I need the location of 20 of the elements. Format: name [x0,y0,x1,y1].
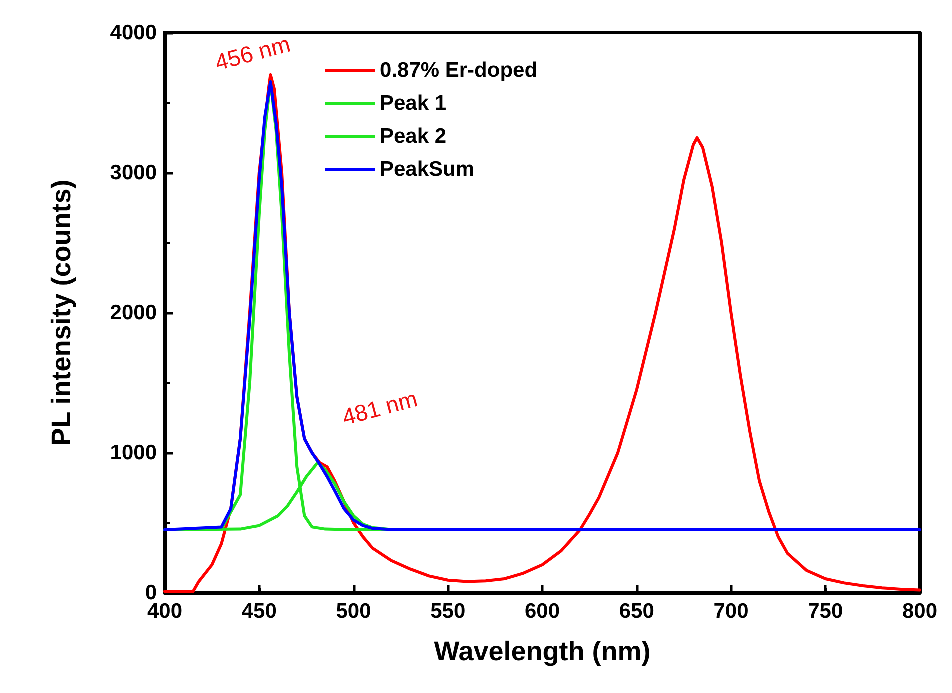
x-tick-label: 500 [336,600,372,623]
x-axis-title: Wavelength (nm) [434,636,651,666]
legend-label: 0.87% Er-doped [380,59,538,82]
x-tick-label: 600 [524,600,560,623]
y-tick-label: 1000 [110,442,157,464]
x-tick-label: 700 [714,600,749,623]
x-tick-label: 750 [808,600,844,623]
y-tick-label: 2000 [110,302,157,324]
y-axis-title: PL intensity (counts) [46,180,76,446]
x-tick-label: 550 [430,600,466,623]
y-tick-label: 3000 [110,162,157,184]
legend-label: Peak 1 [380,92,447,115]
x-tick-label: 450 [242,600,277,623]
x-tick-label: 650 [619,600,654,623]
y-tick-label: 4000 [110,22,157,44]
x-tick-label: 800 [902,600,938,623]
legend-label: PeakSum [380,158,475,181]
legend-label: Peak 2 [380,125,447,148]
annotation: 481 nm [340,386,420,430]
annotation: 456 nm [212,30,294,76]
